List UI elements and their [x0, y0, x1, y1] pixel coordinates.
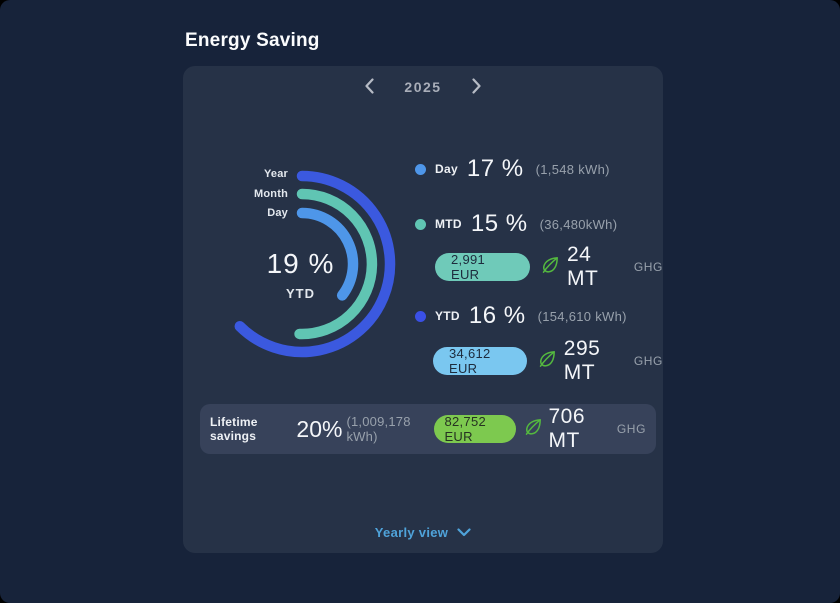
- savings-badge-mtd: 2,991 EUR: [435, 252, 530, 282]
- stat-percent-mtd: 15 %: [470, 210, 528, 237]
- stat-row-day: Day 17 % (1,548 kWh): [415, 155, 610, 183]
- ring-label-year: Year: [263, 168, 288, 180]
- stat-label-mtd: MTD: [435, 217, 462, 231]
- stat-percent-day: 17 %: [466, 155, 524, 182]
- yearly-view-dropdown[interactable]: Yearly view: [183, 524, 663, 541]
- stat-energy-mtd: (36,480kWh): [539, 216, 618, 232]
- ytd-legend-dot-icon: [415, 310, 426, 322]
- savings-row-ytd: 34,612 EUR 295 MT GHG: [433, 337, 663, 384]
- year-label: 2025: [404, 79, 442, 95]
- lifetime-percent: 20%: [296, 415, 343, 442]
- page-title: Energy Saving: [185, 30, 320, 51]
- ghg-unit-mtd: GHG: [633, 260, 663, 274]
- stat-percent-ytd: 16 %: [468, 302, 526, 329]
- gauge-center-label: YTD: [286, 286, 315, 301]
- gauge-ring-year: [234, 170, 396, 358]
- previous-year-button[interactable]: [360, 77, 378, 97]
- lifetime-savings-bar: Lifetime savings 20% (1,009,178 kWh) 82,…: [200, 404, 656, 454]
- stat-label-day: Day: [435, 162, 458, 176]
- gauge-ring-day: [296, 207, 359, 301]
- yearly-view-label: Yearly view: [374, 525, 449, 540]
- gauge-ring-month: [294, 188, 378, 340]
- energy-saving-card: 2025 Year Month Day 19 % YTD Day 17 %: [183, 66, 663, 553]
- lifetime-label: Lifetime savings: [210, 415, 258, 443]
- lifetime-ghg-value: 706 MT: [548, 405, 586, 452]
- ring-label-day: Day: [267, 207, 288, 219]
- stat-row-ytd: YTD 16 % (154,610 kWh): [415, 302, 627, 330]
- chevron-down-icon: [457, 525, 471, 540]
- next-year-button[interactable]: [468, 77, 486, 97]
- savings-row-mtd: 2,991 EUR 24 MT GHG: [435, 243, 663, 290]
- stat-row-mtd: MTD 15 % (36,480kWh): [415, 210, 617, 238]
- ghg-unit-ytd: GHG: [633, 354, 663, 368]
- stat-energy-ytd: (154,610 kWh): [537, 308, 627, 324]
- mtd-legend-dot-icon: [415, 218, 426, 230]
- gauge-center-value: 19 %: [266, 248, 335, 279]
- leaf-icon: [523, 417, 543, 442]
- lifetime-savings-badge: 82,752 EUR: [434, 414, 516, 444]
- year-navigation: 2025: [183, 77, 663, 97]
- ring-label-month: Month: [254, 188, 288, 200]
- stat-label-ytd: YTD: [435, 309, 460, 323]
- leaf-icon: [540, 255, 560, 280]
- chevron-left-icon: [365, 77, 374, 97]
- lifetime-ghg-unit: GHG: [616, 422, 647, 436]
- chevron-right-icon: [472, 77, 481, 97]
- leaf-icon: [537, 349, 557, 374]
- day-legend-dot-icon: [415, 163, 426, 175]
- lifetime-energy: (1,009,178 kWh): [346, 414, 411, 444]
- stat-energy-day: (1,548 kWh): [535, 161, 610, 177]
- ghg-value-mtd: 24 MT: [566, 243, 599, 290]
- ghg-value-ytd: 295 MT: [563, 337, 601, 384]
- radial-gauge-chart: [234, 170, 396, 358]
- savings-badge-ytd: 34,612 EUR: [433, 346, 527, 376]
